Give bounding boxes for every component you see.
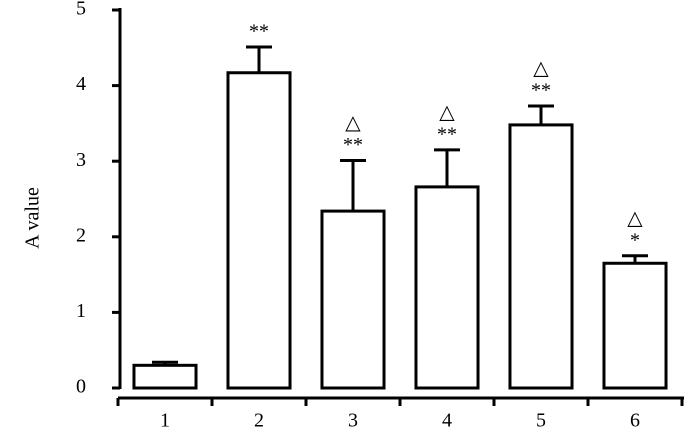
x-tick-label: 5 (536, 410, 546, 432)
bar (508, 123, 574, 390)
y-tick-label: 4 (76, 73, 86, 95)
x-tick-label: 1 (160, 410, 170, 432)
annotation: ** (249, 21, 269, 43)
y-tick-label: 0 (76, 376, 86, 398)
annotation: △ (627, 207, 643, 229)
annotation: ** (343, 134, 363, 156)
x-tick-label: 6 (630, 410, 640, 432)
y-axis-label: A value (22, 187, 44, 249)
annotation: ** (437, 123, 457, 145)
annotation: ** (531, 80, 551, 102)
y-tick-label: 2 (76, 224, 86, 246)
annotation: △ (533, 58, 549, 80)
bar (414, 185, 480, 390)
bar (132, 363, 198, 390)
bar (602, 261, 668, 390)
annotation: * (630, 229, 640, 251)
bar (320, 209, 386, 390)
y-tick-label: 3 (76, 149, 86, 171)
annotation: △ (345, 112, 361, 134)
x-tick-label: 4 (442, 410, 452, 432)
y-tick-label: 5 (76, 0, 86, 20)
x-tick-label: 2 (254, 410, 264, 432)
y-tick-label: 1 (76, 300, 86, 322)
bar (226, 71, 292, 390)
annotation: △ (439, 101, 455, 123)
x-tick-label: 3 (348, 410, 358, 432)
